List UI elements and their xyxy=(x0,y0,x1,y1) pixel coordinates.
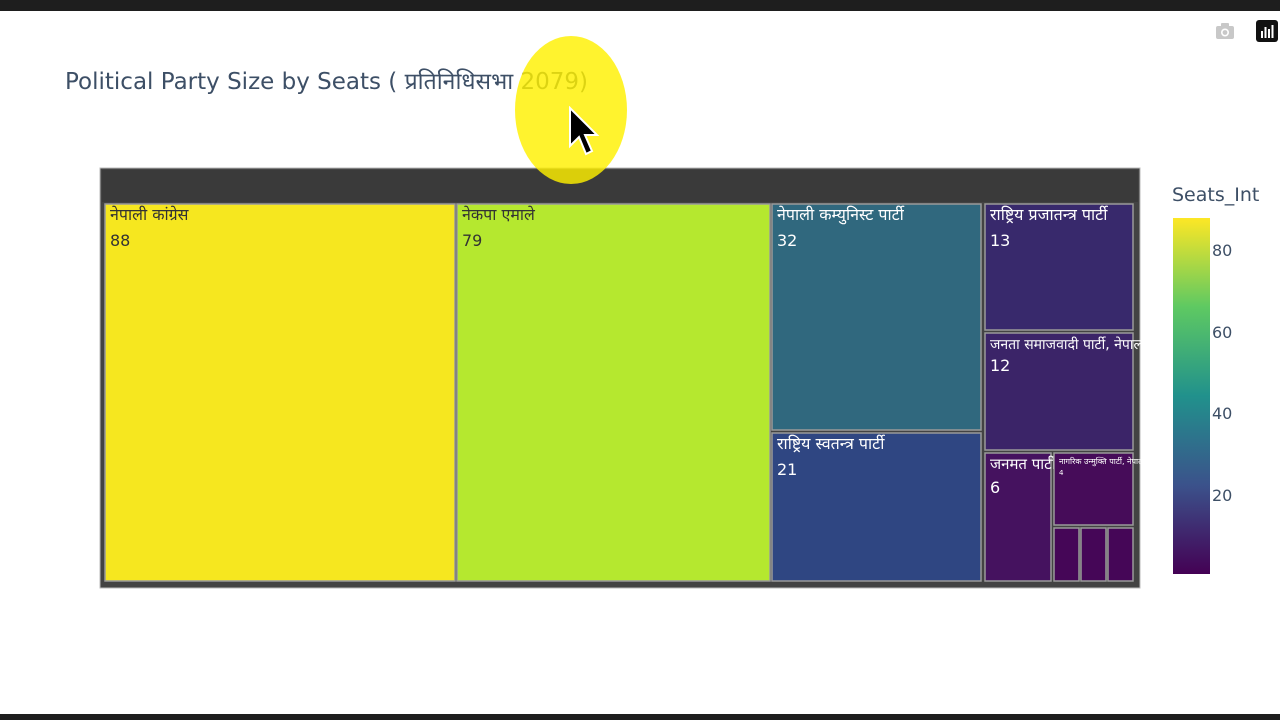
colorbar-tick: 60 xyxy=(1212,322,1233,342)
window-bottom-bar xyxy=(0,714,1280,720)
colorbar-scale xyxy=(1173,218,1210,574)
chart-title: Political Party Size by Seats ( प्रतिनिध… xyxy=(65,69,589,95)
treemap-tile[interactable] xyxy=(1080,527,1107,582)
tile-value: 32 xyxy=(777,231,797,250)
treemap-pathbar[interactable] xyxy=(102,170,1138,202)
colorbar-tick: 40 xyxy=(1212,404,1233,424)
colorbar-tick: 20 xyxy=(1212,486,1233,506)
treemap-tile[interactable]: राष्ट्रिय स्वतन्त्र पार्टी 21 xyxy=(771,432,982,582)
treemap-tile[interactable]: नेपाली कांग्रेस 88 xyxy=(104,203,456,582)
camera-icon[interactable] xyxy=(1214,20,1236,42)
tile-value: 12 xyxy=(990,356,1010,375)
tile-label: राष्ट्रिय स्वतन्त्र पार्टी xyxy=(777,434,885,453)
treemap-tile[interactable] xyxy=(1107,527,1134,582)
tile-value: 6 xyxy=(990,478,1000,497)
tile-label: नागरिक उन्मुक्ति पार्टी, नेपाल xyxy=(1059,456,1144,467)
tile-value: 13 xyxy=(990,231,1010,250)
treemap-tile[interactable]: जनता समाजवादी पार्टी, नेपाल 12 xyxy=(984,332,1143,451)
tile-value: 79 xyxy=(462,231,482,250)
tile-label: राष्ट्रिय प्रजातन्त्र पार्टी xyxy=(990,205,1108,224)
tile-label: नेपाली कांग्रेस xyxy=(110,205,190,224)
treemap-tile[interactable]: नेकपा एमाले 79 xyxy=(456,203,771,582)
treemap-tile[interactable]: नागरिक उन्मुक्ति पार्टी, नेपाल 4 xyxy=(1053,452,1144,526)
treemap-tile[interactable]: जनमत पार्टी 6 xyxy=(984,452,1057,582)
tile-value: 4 xyxy=(1059,469,1064,477)
cursor-icon xyxy=(569,106,600,156)
tile-label: नेकपा एमाले xyxy=(462,205,536,224)
treemap-tile[interactable]: राष्ट्रिय प्रजातन्त्र पार्टी 13 xyxy=(984,203,1134,331)
window-top-bar xyxy=(0,0,1280,11)
plotly-logo-icon[interactable] xyxy=(1256,20,1278,42)
tile-value: 21 xyxy=(777,460,797,479)
tile-value: 88 xyxy=(110,231,130,250)
colorbar-title: Seats_Int xyxy=(1172,184,1260,206)
treemap-tile[interactable]: नेपाली कम्युनिस्ट पार्टी 32 xyxy=(771,203,982,431)
tile-label: नेपाली कम्युनिस्ट पार्टी xyxy=(777,205,905,225)
colorbar-tick: 80 xyxy=(1212,240,1233,260)
tile-label: जनता समाजवादी पार्टी, नेपाल xyxy=(990,336,1143,353)
treemap-tile[interactable] xyxy=(1053,527,1080,582)
tile-label: जनमत पार्टी xyxy=(990,455,1057,473)
